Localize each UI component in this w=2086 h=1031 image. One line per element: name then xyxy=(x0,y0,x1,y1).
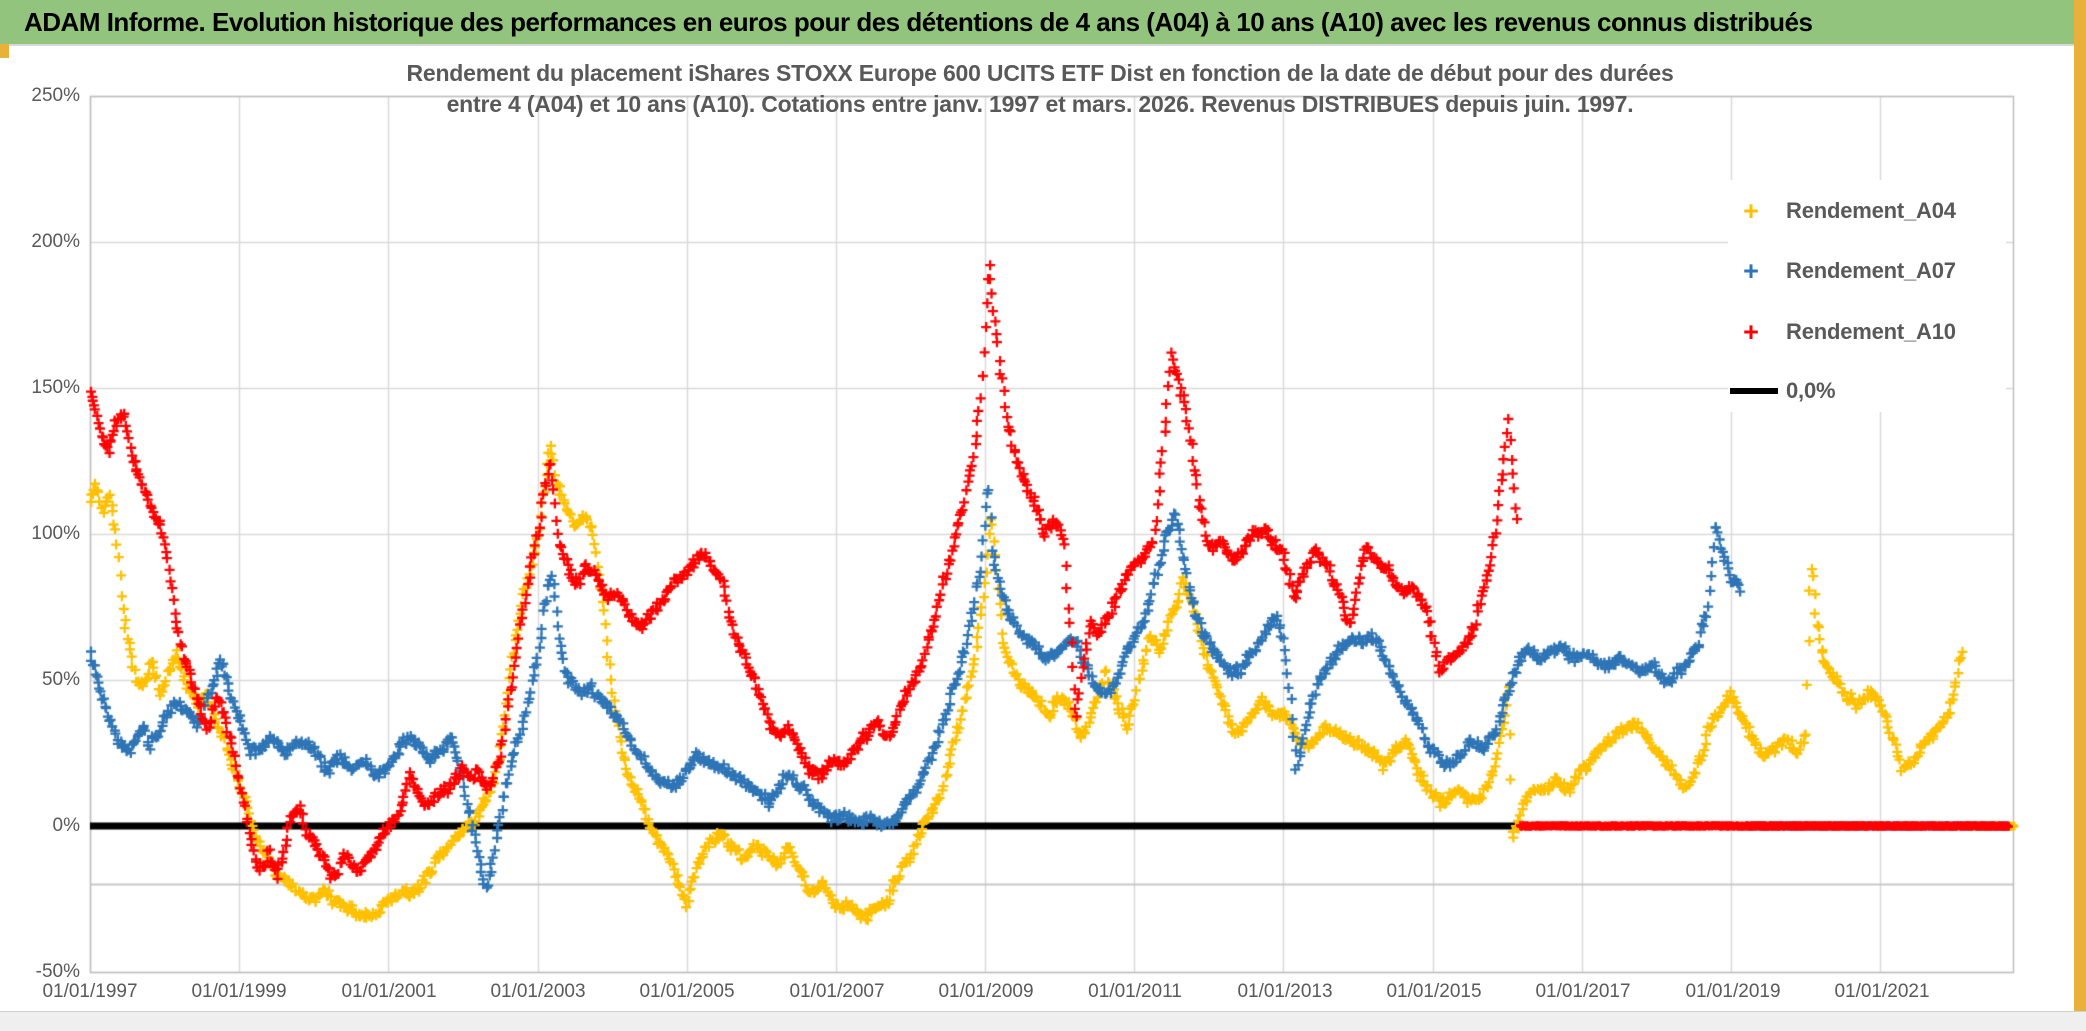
chart-title: Rendement du placement iShares STOXX Eur… xyxy=(250,58,1830,120)
x-axis-tick-label: 01/01/2015 xyxy=(1386,981,1482,1002)
x-axis-tick-label: 01/01/1997 xyxy=(42,981,138,1002)
x-axis-tick-label: 01/01/1999 xyxy=(191,981,287,1002)
chart-title-line1: Rendement du placement iShares STOXX Eur… xyxy=(406,60,1674,86)
x-axis-tick-label: 01/01/2019 xyxy=(1685,981,1781,1002)
x-axis-tick-label: 01/01/2005 xyxy=(639,981,735,1002)
legend-item-a07: + Rendement_A07 xyxy=(1728,254,1956,288)
right-edge-gold-strip xyxy=(2074,0,2086,1012)
x-axis-tick-label: 01/01/2011 xyxy=(1088,981,1182,1002)
y-axis-tick-label: 150% xyxy=(31,377,80,398)
y-axis-tick-label: 250% xyxy=(31,85,80,106)
plus-marker-icon: + xyxy=(1743,256,1759,286)
header-bar: ADAM Informe. Evolution historique des p… xyxy=(0,0,2086,46)
page-title: ADAM Informe. Evolution historique des p… xyxy=(24,6,1813,37)
legend-label: Rendement_A07 xyxy=(1786,258,1956,283)
plus-marker-icon: + xyxy=(1743,317,1759,347)
plus-marker-icon: + xyxy=(1743,196,1759,226)
y-axis-tick-label: 50% xyxy=(41,669,80,690)
legend-item-zero-line: 0,0% xyxy=(1728,374,1836,408)
y-axis-tick-label: -50% xyxy=(35,961,80,982)
x-axis-tick-label: 01/01/2003 xyxy=(490,981,586,1002)
x-axis-tick-label: 01/01/2021 xyxy=(1834,981,1930,1002)
y-axis-tick-label: 100% xyxy=(31,523,80,544)
x-axis-tick-label: 01/01/2017 xyxy=(1535,981,1631,1002)
legend-label: Rendement_A04 xyxy=(1786,198,1956,223)
x-axis-tick-label: 01/01/2009 xyxy=(938,981,1034,1002)
x-axis-tick-label: 01/01/2001 xyxy=(341,981,437,1002)
legend-item-a10: + Rendement_A10 xyxy=(1728,315,1956,349)
y-axis-tick-label: 200% xyxy=(31,231,80,252)
x-axis-tick-label: 01/01/2007 xyxy=(789,981,885,1002)
legend-label: 0,0% xyxy=(1786,378,1836,403)
chart-title-line2: entre 4 (A04) et 10 ans (A10). Cotations… xyxy=(446,91,1634,117)
legend: + Rendement_A04 + Rendement_A07 + Rendem… xyxy=(1728,180,2006,412)
legend-item-a04: + Rendement_A04 xyxy=(1728,194,1956,228)
x-axis-tick-label: 01/01/2013 xyxy=(1237,981,1333,1002)
legend-label: Rendement_A10 xyxy=(1786,319,1956,344)
zero-line-icon xyxy=(1730,388,1778,394)
bottom-status-strip xyxy=(0,1011,2086,1031)
left-edge-gold-notch xyxy=(0,44,9,58)
y-axis-tick-label: 0% xyxy=(52,815,80,836)
